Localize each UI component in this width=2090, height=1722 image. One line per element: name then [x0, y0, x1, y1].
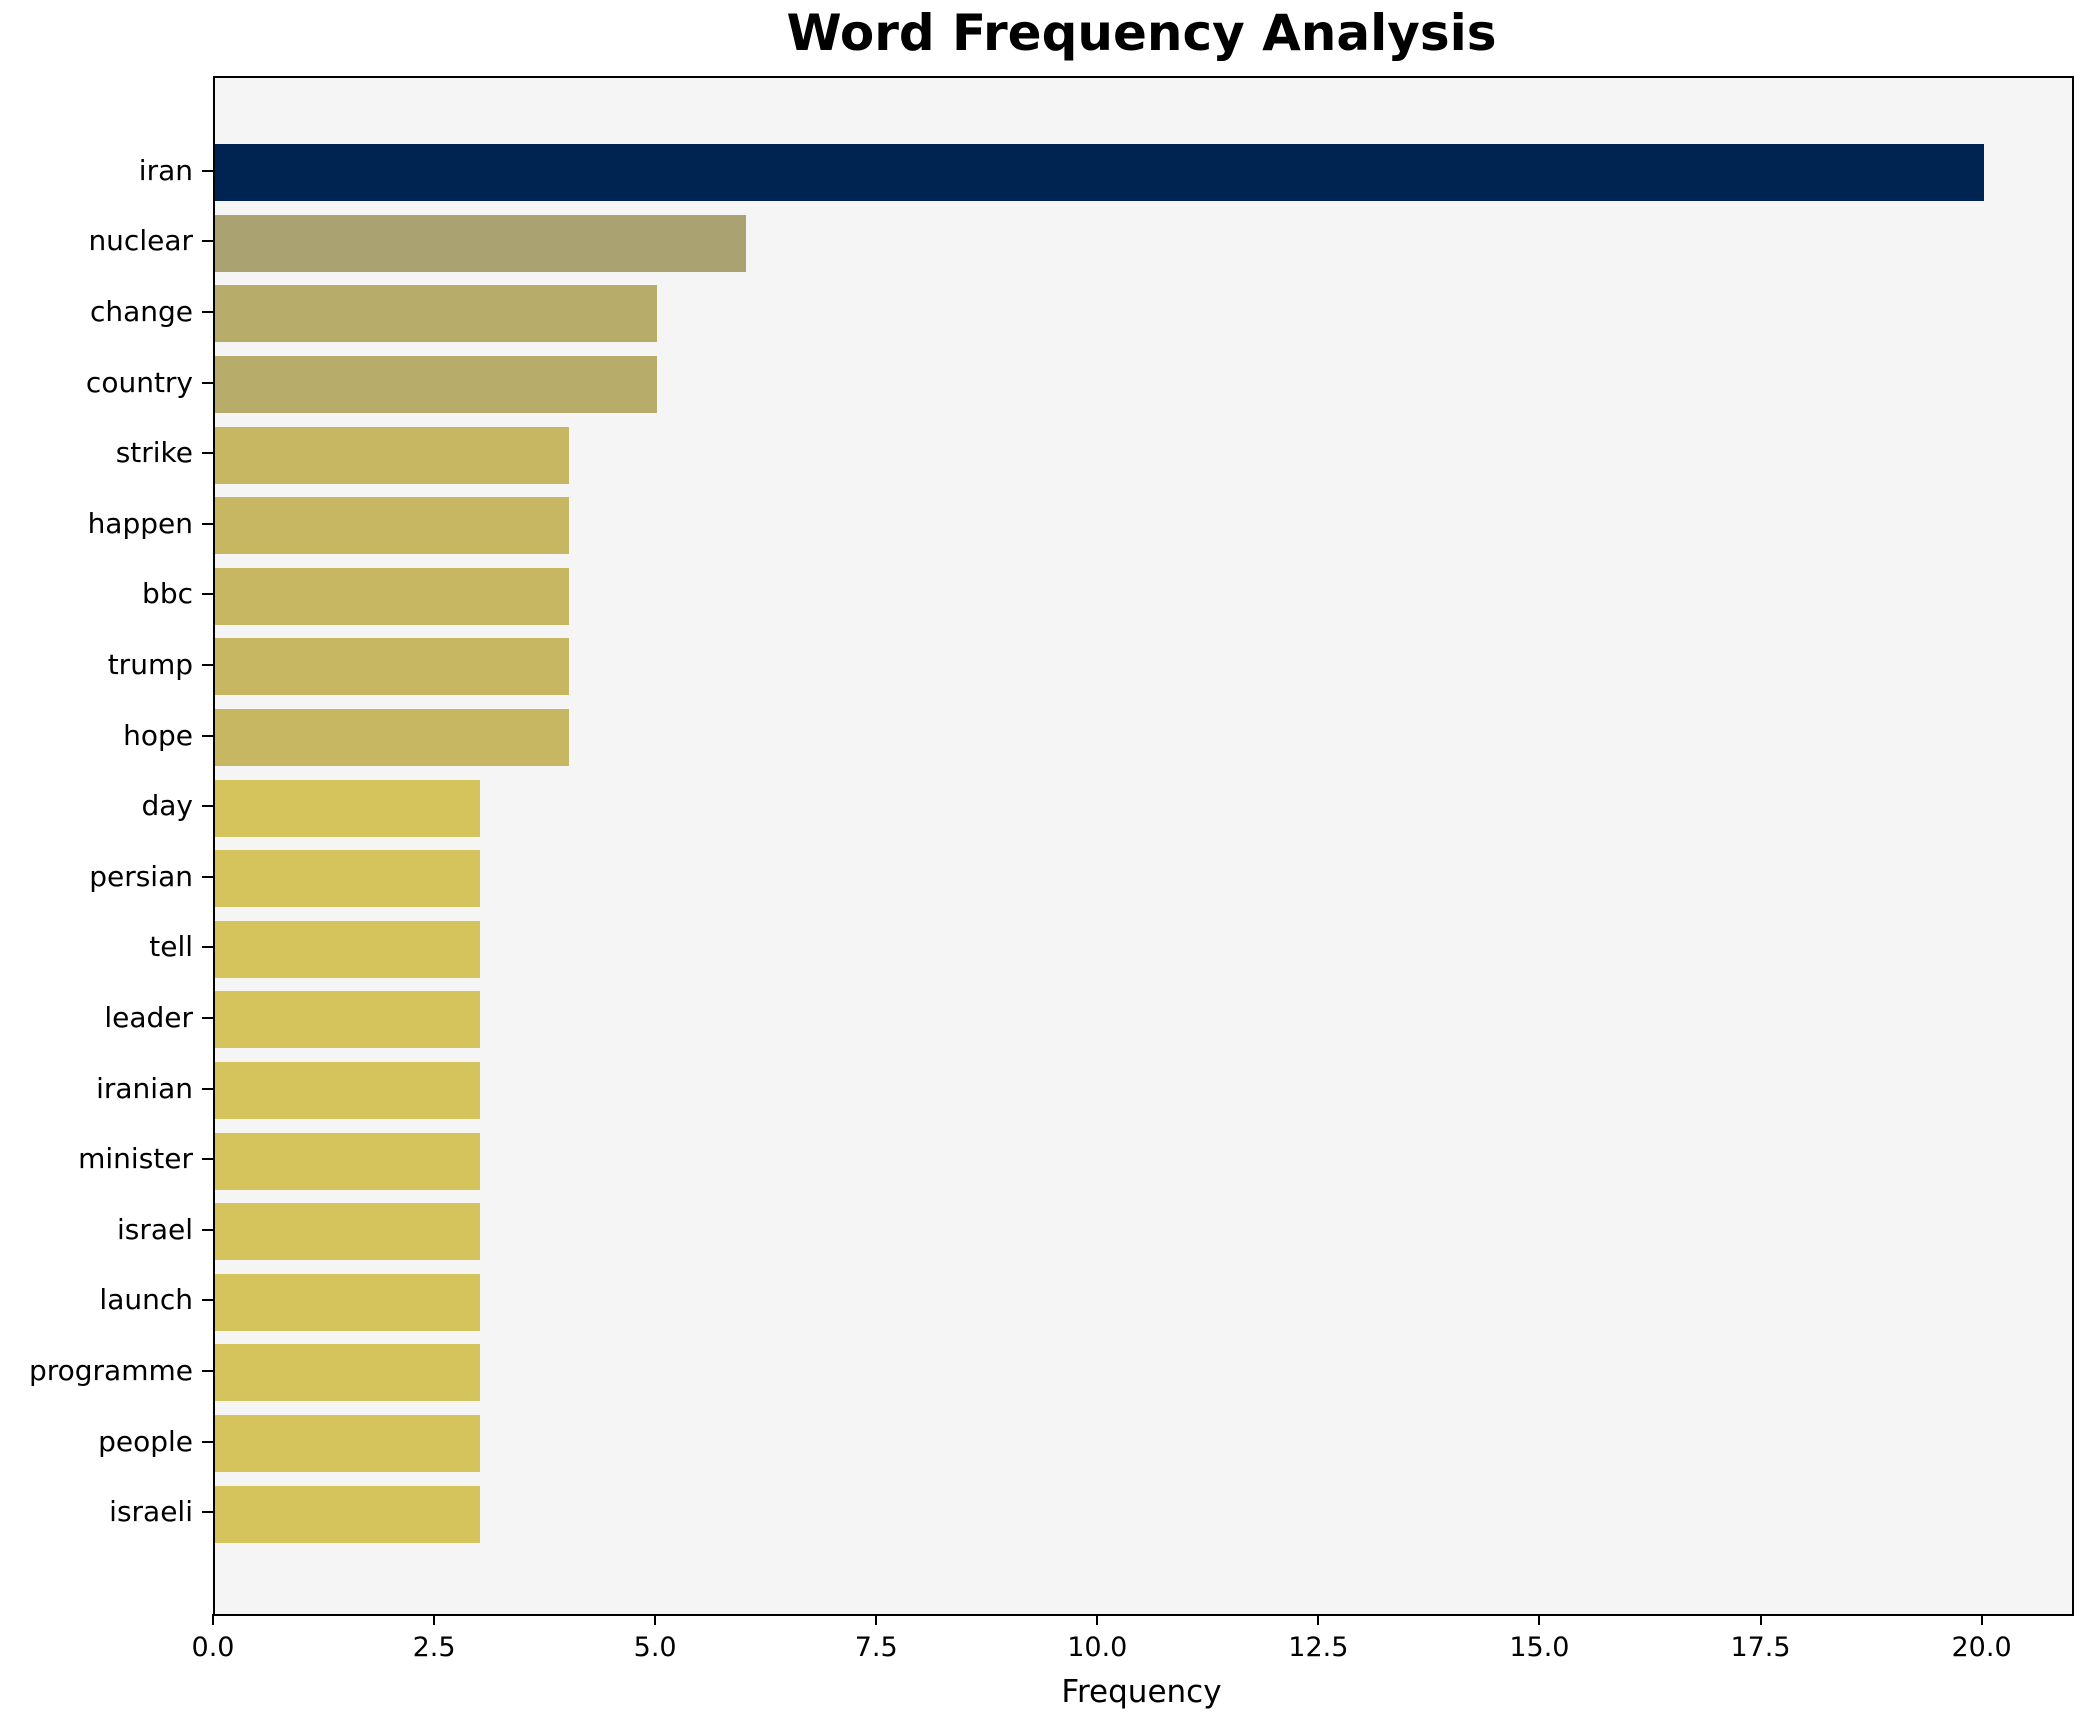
y-tick-label-israel: israel [116, 1212, 193, 1246]
y-tick-label-strike: strike [115, 436, 193, 470]
y-tick-label-programme: programme [28, 1353, 193, 1387]
y-tick [202, 522, 213, 525]
y-tick-label-change: change [89, 294, 193, 328]
bar-leader [215, 991, 481, 1049]
y-tick [202, 240, 213, 243]
y-tick-label-iran: iran [138, 153, 193, 187]
x-tick-label: 15.0 [1509, 1632, 1570, 1663]
y-tick [202, 734, 213, 737]
bar-trump [215, 638, 569, 696]
y-tick-label-hope: hope [123, 718, 193, 752]
y-tick [202, 169, 213, 172]
y-tick [202, 1087, 213, 1090]
y-tick-label-nuclear: nuclear [88, 224, 193, 258]
y-tick [202, 805, 213, 808]
y-tick-label-country: country [85, 365, 193, 399]
x-tick-label: 12.5 [1288, 1632, 1349, 1663]
y-tick-label-persian: persian [89, 859, 193, 893]
x-tick [1759, 1614, 1762, 1625]
y-tick [202, 310, 213, 313]
y-tick [202, 946, 213, 949]
x-tick-label: 5.0 [633, 1632, 677, 1663]
y-tick-label-trump: trump [107, 647, 193, 681]
plot-area [213, 76, 2074, 1616]
bar-country [215, 356, 658, 413]
x-tick [1980, 1614, 1983, 1625]
bar-minister [215, 1132, 481, 1190]
y-tick [202, 1158, 213, 1161]
bar-programme [215, 1344, 481, 1402]
y-tick [202, 663, 213, 666]
y-tick [202, 1299, 213, 1302]
y-tick-label-bbc: bbc [142, 577, 193, 611]
y-tick [202, 1016, 213, 1019]
bar-people [215, 1415, 481, 1472]
bar-israel [215, 1203, 481, 1261]
x-axis-label: Frequency [1061, 1674, 1222, 1710]
chart-title: Word Frequency Analysis [786, 4, 1497, 62]
y-tick-label-launch: launch [99, 1283, 193, 1317]
x-tick-label: 17.5 [1730, 1632, 1791, 1663]
x-tick [433, 1614, 436, 1625]
y-tick-label-people: people [98, 1424, 193, 1458]
bar-strike [215, 426, 569, 484]
y-tick-label-iranian: iranian [96, 1071, 193, 1105]
y-tick-label-day: day [141, 789, 193, 823]
y-tick [202, 1440, 213, 1443]
bar-iranian [215, 1062, 481, 1119]
bar-launch [215, 1273, 481, 1331]
bar-day [215, 779, 481, 837]
y-tick [202, 1511, 213, 1514]
bar-persian [215, 850, 481, 908]
y-tick [202, 452, 213, 455]
x-tick-label: 2.5 [412, 1632, 456, 1663]
bar-tell [215, 920, 481, 978]
y-tick [202, 381, 213, 384]
bar-bbc [215, 567, 569, 625]
x-tick-label: 10.0 [1067, 1632, 1128, 1663]
bar-change [215, 285, 658, 343]
x-tick [1096, 1614, 1099, 1625]
x-tick-label: 7.5 [854, 1632, 898, 1663]
y-tick-label-minister: minister [78, 1142, 193, 1176]
x-tick [875, 1614, 878, 1625]
bar-hope [215, 709, 569, 766]
x-tick-label: 20.0 [1951, 1632, 2012, 1663]
x-tick-label: 0.0 [191, 1632, 235, 1663]
bar-nuclear [215, 214, 746, 272]
y-tick [202, 875, 213, 878]
y-tick [202, 593, 213, 596]
y-tick [202, 1369, 213, 1372]
y-tick-label-tell: tell [149, 930, 193, 964]
y-tick-label-happen: happen [87, 506, 193, 540]
x-tick [212, 1614, 214, 1625]
y-tick-label-israeli: israeli [109, 1495, 193, 1529]
x-tick [1538, 1614, 1541, 1625]
x-tick [654, 1614, 657, 1625]
bar-iran [215, 144, 1984, 202]
bar-israeli [215, 1485, 481, 1543]
bar-happen [215, 497, 569, 555]
y-tick-label-leader: leader [104, 1000, 193, 1034]
y-tick [202, 1228, 213, 1231]
x-tick [1317, 1614, 1320, 1625]
